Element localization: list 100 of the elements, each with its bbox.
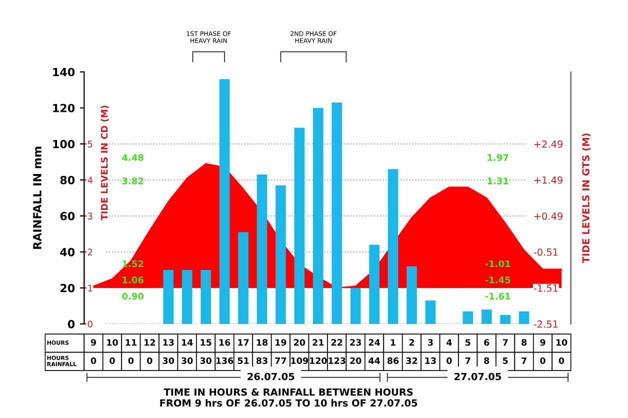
bar (219, 79, 230, 324)
x-tick-label: 2 (409, 339, 414, 346)
data-label: 7 (465, 357, 470, 364)
data-label: 77 (275, 357, 286, 364)
data-label: 30 (200, 357, 212, 364)
data-label: 7 (522, 357, 526, 364)
bar (481, 310, 492, 324)
bar (163, 270, 174, 324)
y3-tick-label: -1.51 (534, 284, 558, 292)
annotation: 4.48 (122, 154, 144, 161)
data-label: 0 (128, 357, 134, 364)
y2-axis-title: TIDE LEVELS IN CD (M) (100, 106, 109, 220)
x-tick-label: 14 (182, 339, 193, 346)
bar (182, 270, 192, 324)
y3-tick-label: +1.49 (534, 176, 562, 184)
y-tick-label: 80 (60, 176, 75, 184)
x-tick-label: 10 (556, 339, 568, 346)
x-tick-label: 3 (428, 339, 433, 346)
x-tick-label: 7 (502, 339, 508, 346)
annotation: 3.82 (122, 178, 144, 184)
x-tick-label: 23 (350, 339, 361, 346)
data-label: 0 (90, 357, 96, 364)
data-label: 109 (291, 357, 308, 364)
data-label: 0 (446, 357, 452, 364)
y3-axis-title: TIDE LEVELS IN GTS (M) (582, 134, 591, 264)
x-tick-label: 11 (126, 339, 136, 346)
data-label: 136 (216, 357, 234, 364)
y-tick-label: 100 (53, 140, 75, 148)
y3-tick-label: -2.51 (534, 320, 558, 328)
bar (238, 232, 248, 324)
bar (462, 311, 474, 324)
text: 27.07.05 (454, 372, 502, 380)
bar (369, 244, 380, 324)
bar (200, 270, 211, 324)
y-tick-label: 140 (53, 68, 75, 76)
x-tick-label: 5 (466, 339, 470, 346)
x-tick-label: 17 (238, 339, 249, 346)
y3-tick-label: +0.49 (534, 212, 562, 220)
y2-tick-label: 0 (88, 320, 92, 328)
x-tick-label: 12 (144, 339, 155, 346)
data-label: 0 (558, 357, 564, 364)
x-axis-title: TIME IN HOURS & RAINFALL BETWEEN HOURS FROM 9 hrs OF 26.07.05 TO 10 hrs OF 27.07.05 (160, 388, 418, 407)
data-label: 123 (328, 357, 346, 364)
bar (332, 102, 342, 324)
bar (294, 128, 305, 324)
data-label: 0 (110, 357, 115, 364)
data-label: 8 (484, 357, 490, 364)
data-label: 0 (540, 357, 546, 364)
data-label: 13 (425, 357, 436, 364)
annotation: -1.61 (485, 292, 510, 300)
y-tick-label: 60 (60, 212, 75, 220)
bar (256, 174, 268, 324)
x-tick-label: 9 (540, 339, 546, 346)
x-tick-label: 21 (312, 339, 324, 346)
bar (500, 314, 510, 324)
bar (518, 311, 530, 324)
x-tick-label: 10 (107, 339, 118, 346)
annotation: -1.01 (485, 260, 510, 268)
data-label: 30 (182, 357, 193, 364)
bar (406, 266, 417, 324)
y3-tick-label: +2.49 (534, 140, 562, 148)
annotation: 1.06 (122, 276, 144, 284)
data-label: 86 (387, 357, 399, 364)
x-tick-label: 6 (484, 339, 490, 346)
bar (350, 288, 361, 324)
y-tick-label: 20 (60, 284, 75, 292)
y-tick-label: 120 (53, 104, 75, 112)
y2-tick-label: 3 (88, 212, 92, 220)
data-label: 0 (147, 357, 152, 364)
x-tick-label: 16 (219, 339, 230, 346)
x-tick-label: 24 (368, 339, 380, 346)
y3-tick-label: -0.51 (534, 248, 558, 256)
y-axis-title: RAINFALL IN mm (33, 146, 42, 249)
y2-tick-label: 2 (88, 248, 92, 256)
data-label: 83 (256, 357, 268, 364)
x-tick-label: 22 (331, 339, 342, 346)
x-tick-label: 1 (390, 339, 396, 346)
data-label: 5 (502, 357, 508, 364)
x-tick-label: 19 (276, 339, 286, 346)
y2-tick-label: 4 (88, 176, 93, 184)
data-label: 20 (350, 357, 362, 364)
x-tick-label: 4 (446, 339, 452, 346)
bar (388, 169, 398, 324)
x-tick-label: 9 (90, 339, 96, 346)
bar (276, 185, 286, 324)
x-tick-label: 18 (256, 339, 268, 346)
data-label: 30 (162, 357, 174, 364)
annotation: 1.97 (488, 154, 508, 161)
bar (312, 108, 324, 324)
y2-tick-label: 1 (88, 284, 92, 292)
text: 26.07.05 (248, 372, 294, 380)
data-label: 51 (238, 357, 249, 364)
annotation: 1.31 (488, 178, 508, 184)
y2-tick-label: 5 (88, 140, 92, 148)
annotation: -1.45 (485, 276, 510, 284)
y-tick-label: 0 (68, 320, 75, 328)
data-label: 44 (368, 357, 380, 364)
x-tick-label: 13 (163, 339, 174, 346)
data-label: 120 (310, 357, 327, 364)
x-tick-label: 15 (200, 339, 212, 346)
